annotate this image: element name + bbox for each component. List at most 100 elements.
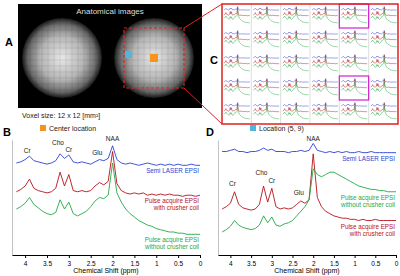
thumbnail-spectrum <box>341 106 367 119</box>
x-axis-line <box>13 255 201 256</box>
x-axis-title: Chemical Shift (ppm) <box>73 267 138 275</box>
location-legend-label: Location (5, 9) <box>259 125 304 133</box>
connector <box>184 88 222 124</box>
x-tick-label: 3.5 <box>43 260 52 267</box>
x-tick: 0 <box>199 255 203 267</box>
grid-separator <box>280 4 281 124</box>
x-axis: 43.532.521.510.50 <box>13 255 203 267</box>
x-tick-label: 4 <box>24 260 28 267</box>
x-tick-mark <box>251 255 252 258</box>
x-tick: 0.5 <box>371 255 380 267</box>
thumbnail-spectrum <box>283 106 309 119</box>
thumbnail-spectrum <box>283 7 309 11</box>
thumbnail-spectrum <box>312 31 338 35</box>
x-tick-mark <box>396 255 397 258</box>
x-tick: 3.5 <box>247 255 256 267</box>
thumbnail-spectrum <box>371 55 397 59</box>
thumbnail-spectrum <box>253 31 279 35</box>
x-tick-label: 2 <box>111 260 115 267</box>
x-tick-mark <box>91 255 92 258</box>
thumbnail-spectrum <box>312 34 338 47</box>
x-tick-label: 2 <box>312 260 316 267</box>
series-label: Pulse acquire EPSIwithout crusher coil <box>144 236 199 250</box>
spectrum-line <box>222 143 396 152</box>
x-tick-label: 1 <box>155 260 159 267</box>
x-axis: 4 3.5 3 2.5 2 1.5 1 0.5 0 <box>219 255 399 267</box>
x-tick: 3.5 <box>43 255 52 267</box>
x-tick-label: 0 <box>395 260 399 267</box>
thumbnail-spectrum <box>253 103 279 107</box>
thumbnail-spectrum <box>253 34 279 47</box>
x-tick-label: 2.5 <box>288 260 297 267</box>
phantom-image <box>22 18 102 98</box>
x-tick-mark <box>355 255 356 258</box>
x-tick: 0 <box>395 255 399 267</box>
thumbnail-spectrum <box>224 31 250 35</box>
peak-label: NAA <box>106 135 120 142</box>
panel-c: C <box>210 4 398 124</box>
x-tick: 4 <box>24 255 28 267</box>
grid-frame <box>222 4 398 124</box>
location-legend-swatch <box>250 125 256 131</box>
spectrum-panel: 43.532.521.510.50Chemical Shift (ppm)Sem… <box>3 125 203 275</box>
x-tick-label: 1 <box>353 260 357 267</box>
location-marker <box>150 54 158 62</box>
panel-a: AAnatomical imagesVoxel size: 12 x 12 [m… <box>5 4 222 124</box>
x-tick: 4 <box>229 255 233 267</box>
x-tick: 2 <box>111 255 115 267</box>
grid-separator <box>251 4 252 124</box>
highlight-cell <box>339 76 368 100</box>
thumbnail-spectrum <box>312 82 338 95</box>
thumbnail-spectrum <box>341 55 367 59</box>
peak-label: Cr <box>24 147 32 154</box>
x-tick-mark <box>375 255 376 258</box>
spectrum-line <box>16 146 200 166</box>
y-axis-line <box>218 141 219 256</box>
thumbnail-spectrum <box>312 10 338 23</box>
thumbnail-spectrum <box>341 10 367 23</box>
series-label: Semi LASER EPSI <box>146 167 199 174</box>
thumbnail-spectrum <box>371 7 397 11</box>
x-tick: 1.5 <box>330 255 339 267</box>
thumbnail-spectrum <box>224 103 250 107</box>
x-tick-mark <box>293 255 294 258</box>
highlight-cell <box>339 4 368 28</box>
spectrum-panel: 43.532.521.510.50Chemical Shift (ppm)Sem… <box>206 125 399 275</box>
x-tick: 3 <box>271 255 275 267</box>
peak-label: Cho <box>255 169 267 176</box>
x-tick-mark <box>156 255 157 258</box>
image-title: Anatomical images <box>76 7 144 16</box>
thumbnail-spectrum <box>371 106 397 119</box>
x-tick-mark <box>25 255 26 258</box>
peak-label: NAA <box>307 135 321 142</box>
series-label: Pulse acquire EPSIwith crusher coil <box>145 197 200 211</box>
x-tick-mark <box>134 255 135 258</box>
peak-label: Glu <box>92 149 103 156</box>
x-tick-label: 1.5 <box>330 260 339 267</box>
thumbnail-spectrum <box>371 82 397 95</box>
y-axis <box>12 141 13 256</box>
x-tick: 2.5 <box>87 255 96 267</box>
thumbnail-spectrum <box>283 58 309 71</box>
thumbnail-spectrum <box>341 34 367 47</box>
x-tick-label: 0.5 <box>174 260 183 267</box>
panel-label: B <box>3 126 11 138</box>
thumbnail-spectrum <box>283 31 309 35</box>
thumbnail-spectrum <box>341 7 367 11</box>
plot-area <box>16 146 200 235</box>
peak-label: Cr <box>229 180 237 187</box>
location-legend-label: Center location <box>49 125 96 132</box>
thumbnail-spectrum <box>312 7 338 11</box>
thumbnail-spectrum <box>253 82 279 95</box>
thumbnail-spectrum <box>371 103 397 107</box>
x-tick-label: 0 <box>199 260 203 267</box>
spectrum-line <box>16 163 200 234</box>
x-tick-mark <box>69 255 70 258</box>
plot-area <box>222 143 396 232</box>
x-tick-mark <box>230 255 231 258</box>
x-tick-mark <box>113 255 114 258</box>
y-axis-line <box>12 141 13 256</box>
x-axis-line <box>219 255 397 256</box>
x-tick-mark <box>272 255 273 258</box>
x-tick: 2.5 <box>288 255 297 267</box>
